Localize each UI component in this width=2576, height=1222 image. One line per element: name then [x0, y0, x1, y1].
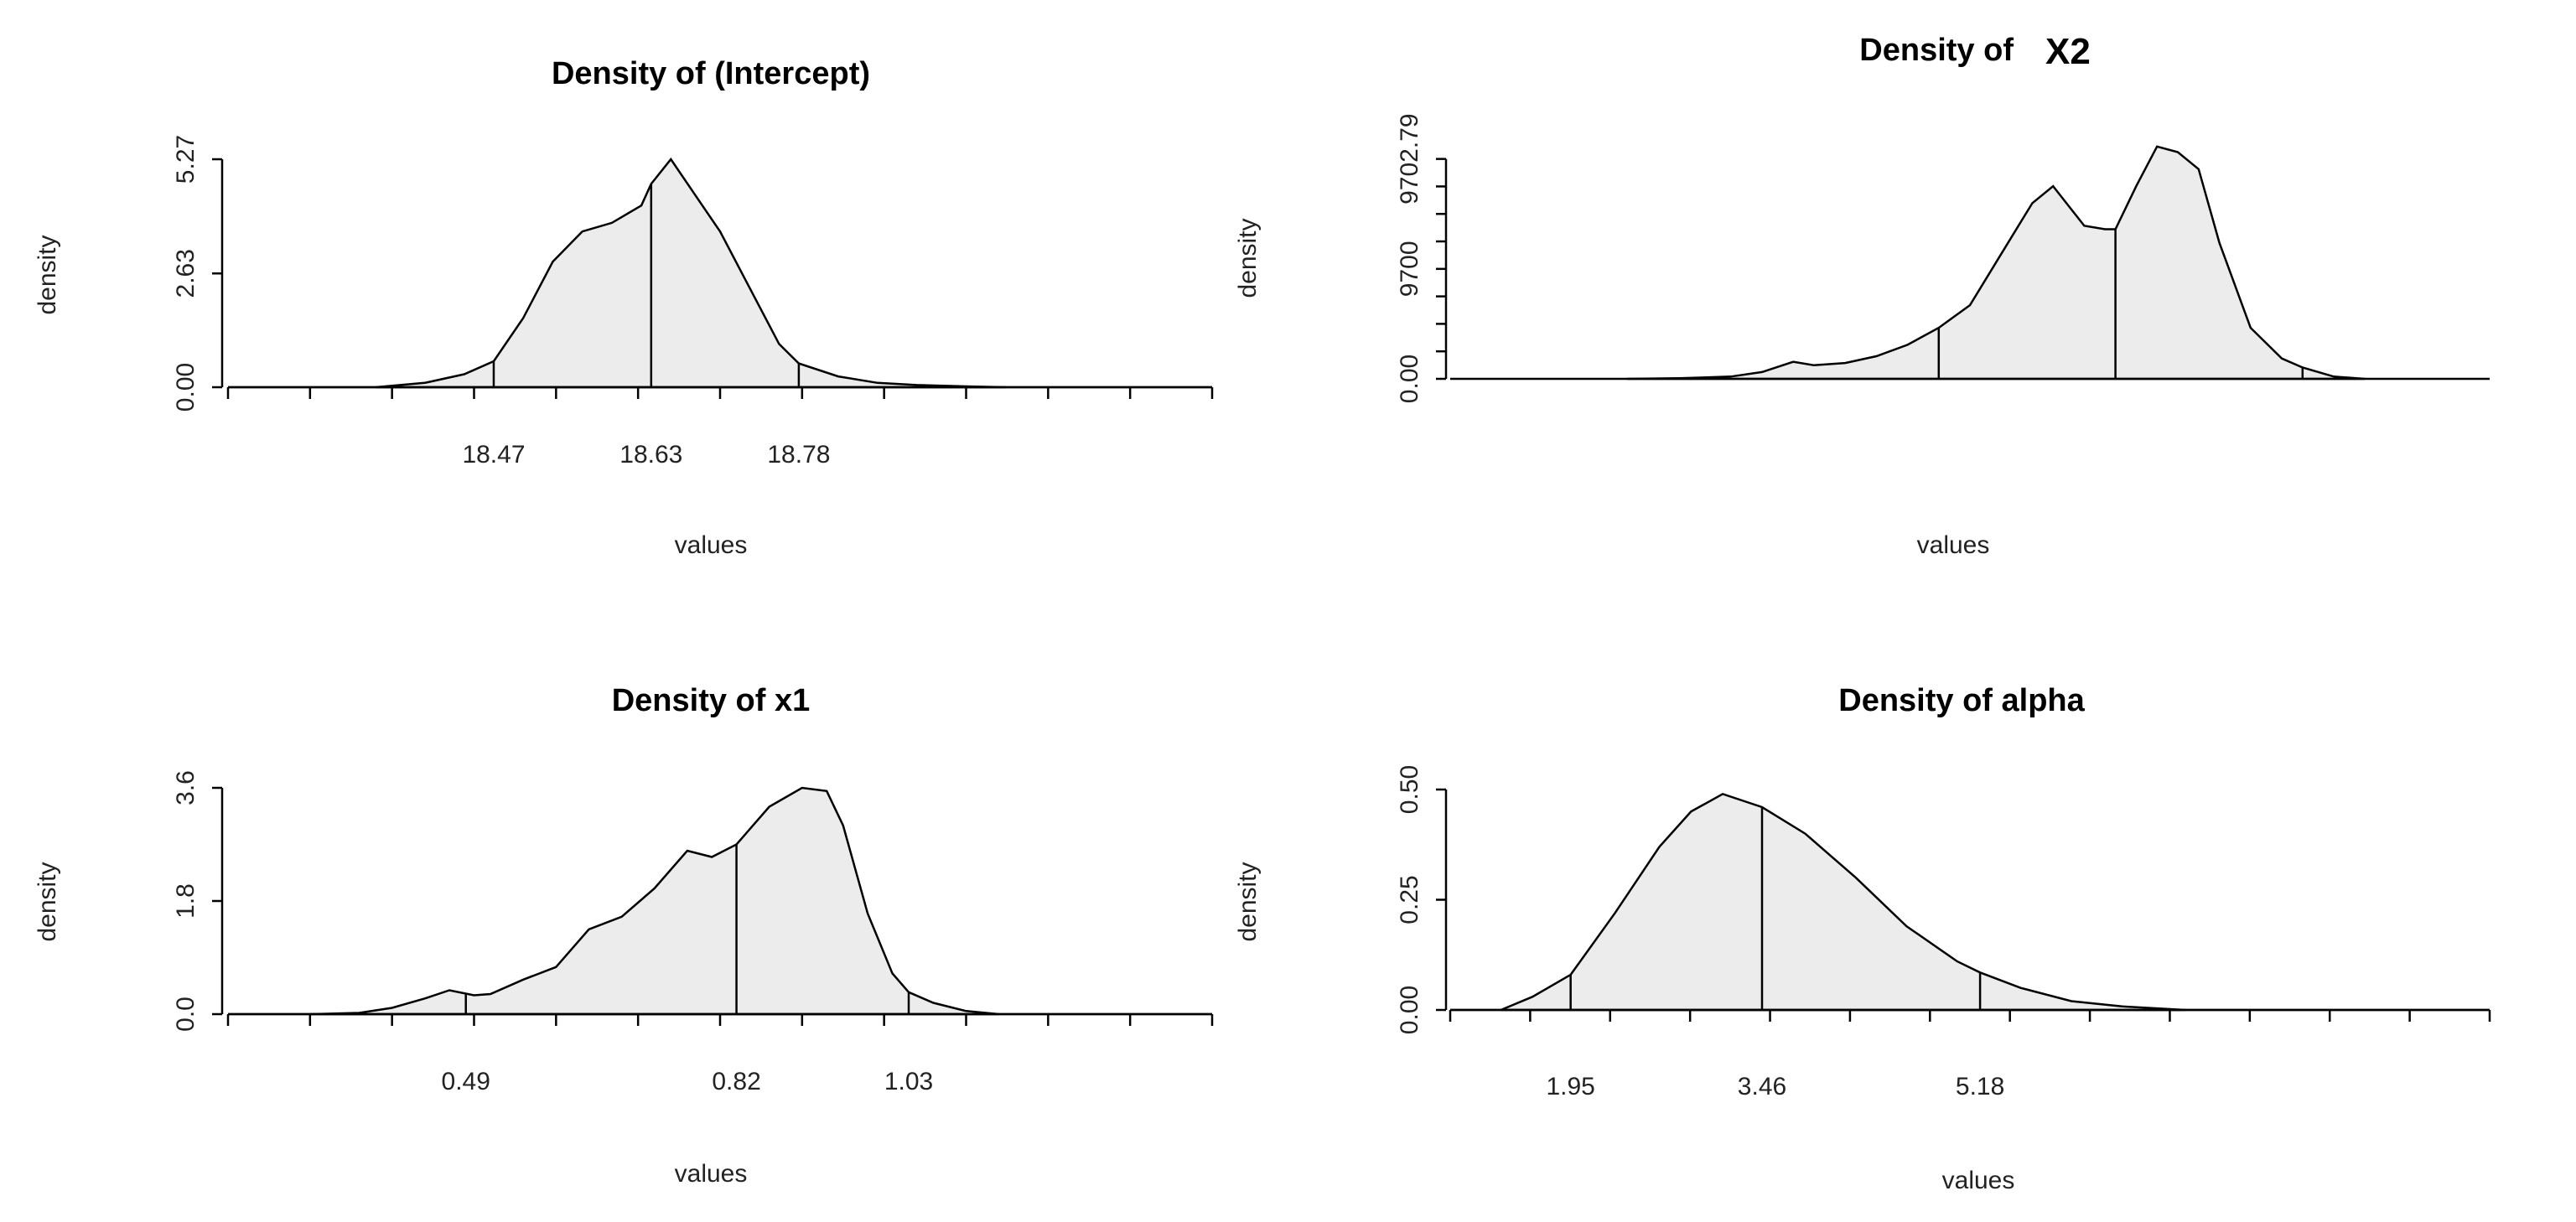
x-axis-label: values: [1917, 531, 1990, 559]
x-tick-label: 0.82: [712, 1068, 760, 1095]
plot-area: 0.00 9700 9702.79: [1396, 113, 2490, 403]
x-tick-label: 3.46: [1738, 1073, 1786, 1100]
x-axis-label: values: [675, 1160, 748, 1188]
y-axis-label: density: [1234, 862, 1262, 941]
chart-title: Density of (Intercept): [552, 56, 870, 91]
panel-intercept: Density of (Intercept) values density 0.…: [34, 56, 1214, 559]
y-tick-label: 0.00: [1396, 355, 1423, 403]
chart-title: Density of alpha: [1838, 683, 2085, 718]
y-axis-label: density: [34, 235, 61, 314]
panel-x1: Density of x1 values density 0.01.83.60.…: [34, 683, 1214, 1188]
panel-x2: Density of X2 values density 0.00 9700 970…: [1234, 31, 2490, 559]
y-tick-label: 0.00: [172, 363, 200, 412]
density-curve: [1501, 792, 2186, 1012]
y-axis-label: density: [1234, 218, 1262, 298]
x-axis-label: values: [675, 531, 748, 559]
plot-area: 0.00 2.63 5.27 18.47 18.63 18.78: [172, 135, 1214, 469]
density-curve: [1626, 145, 2366, 381]
x-tick-label: 18.63: [619, 441, 682, 469]
y-axis-label: density: [34, 862, 61, 941]
x-tick-label: 5.18: [1956, 1073, 2004, 1100]
y-tick-label: 0.50: [1396, 765, 1423, 814]
density-curve: [375, 157, 1006, 389]
y-tick-label: 9700: [1396, 241, 1423, 297]
y-tick-label: 5.27: [172, 135, 200, 184]
x-tick-label: 18.47: [462, 441, 525, 469]
x-tick-label: 18.78: [767, 441, 830, 469]
chart-title-variable: X2: [2045, 31, 2091, 72]
plot-area: 0.00 0.25 0.50 1.95 3.46 5.18: [1396, 765, 2491, 1100]
x-tick-label: 1.03: [884, 1068, 933, 1095]
y-tick-label: 3.6: [172, 770, 200, 805]
y-tick-label: 2.63: [172, 249, 200, 298]
x-tick-label: 1.95: [1546, 1073, 1594, 1100]
y-tick-label: 0.00: [1396, 986, 1423, 1034]
y-tick-label: 0.25: [1396, 875, 1423, 924]
x-tick-label: 0.49: [442, 1068, 490, 1095]
chart-title: Density of: [1859, 33, 2014, 68]
y-tick-label: 0.0: [172, 997, 200, 1032]
y-tick-label: 1.8: [172, 883, 200, 919]
y-tick-label: 9702.79: [1396, 113, 1423, 204]
panel-alpha: Density of alpha values density 0.00 0.25…: [1234, 683, 2491, 1194]
density-curve: [309, 786, 999, 1016]
x-axis-label: values: [1942, 1167, 2015, 1194]
plot-area: 0.0 1.8 3.6 0.49 0.82 1.03: [172, 770, 1214, 1095]
chart-title: Density of x1: [612, 683, 811, 718]
